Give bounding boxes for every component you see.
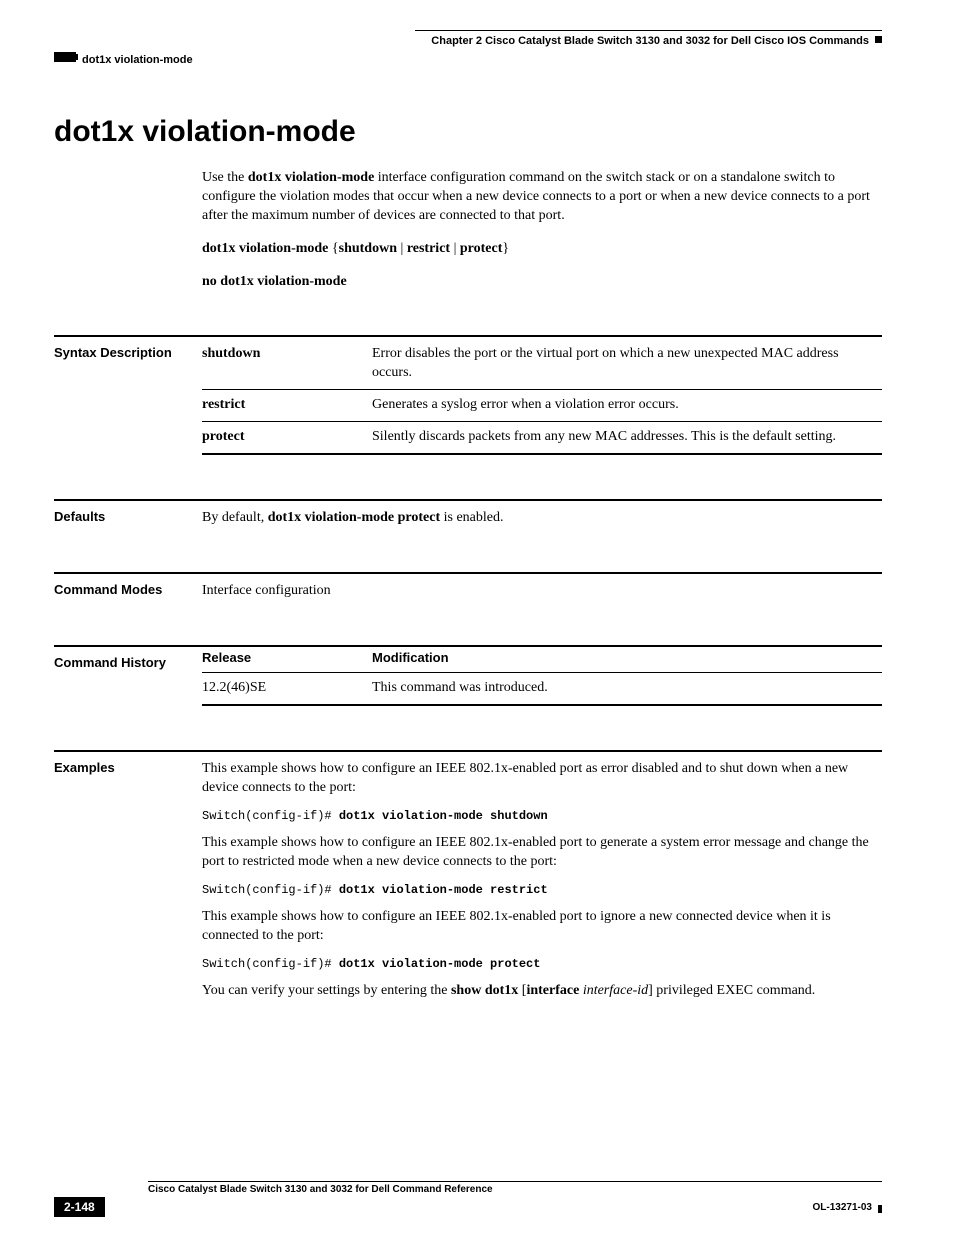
text: is enabled.	[440, 510, 503, 525]
section-label: Syntax Description	[54, 339, 202, 455]
table-row: shutdown Error disables the port or the …	[202, 339, 882, 389]
param-desc: Generates a syslog error when a violatio…	[372, 390, 882, 422]
text: show dot1x	[451, 983, 518, 998]
release-value: 12.2(46)SE	[202, 673, 372, 705]
page-number: 2-148	[54, 1197, 105, 1217]
prompt: Switch(config-if)#	[202, 809, 339, 823]
section-label: Command History	[54, 649, 202, 706]
command-name: dot1x violation-mode	[248, 170, 374, 185]
text: interface-id	[583, 983, 648, 998]
section-body: shutdown Error disables the port or the …	[202, 339, 882, 455]
section-label: Defaults	[54, 503, 202, 528]
text: {	[332, 241, 339, 256]
modification-value: This command was introduced.	[372, 673, 882, 705]
history-table: Release Modification 12.2(46)SE This com…	[202, 649, 882, 706]
text: protect	[460, 241, 503, 256]
col-modification: Modification	[372, 649, 882, 673]
table-row: restrict Generates a syslog error when a…	[202, 390, 882, 422]
header-rule	[415, 30, 882, 31]
example-code: Switch(config-if)# dot1x violation-mode …	[202, 882, 882, 898]
section-label: Command Modes	[54, 576, 202, 601]
section-body: By default, dot1x violation-mode protect…	[202, 503, 882, 528]
prompt: Switch(config-if)#	[202, 883, 339, 897]
syntax-usage-1: dot1x violation-mode {shutdown | restric…	[202, 240, 882, 259]
example-text: This example shows how to configure an I…	[202, 834, 882, 872]
text: interface	[526, 983, 582, 998]
table-row: 12.2(46)SE This command was introduced.	[202, 673, 882, 705]
intro-paragraph: Use the dot1x violation-mode interface c…	[202, 169, 882, 226]
text: |	[450, 241, 460, 256]
text: shutdown	[339, 241, 397, 256]
section-body: Release Modification 12.2(46)SE This com…	[202, 649, 882, 706]
example-text: You can verify your settings by entering…	[202, 982, 882, 1001]
section-examples: Examples This example shows how to confi…	[54, 750, 882, 1011]
breadcrumb: dot1x violation-mode	[82, 54, 193, 66]
table-row: protect Silently discards packets from a…	[202, 422, 882, 454]
text: |	[397, 241, 407, 256]
example-text: This example shows how to configure an I…	[202, 908, 882, 946]
command: dot1x violation-mode protect	[339, 957, 541, 971]
example-text: This example shows how to configure an I…	[202, 760, 882, 798]
section-body: This example shows how to configure an I…	[202, 754, 882, 1011]
content-area: dot1x violation-mode Use the dot1x viola…	[54, 115, 882, 1011]
section-command-modes: Command Modes Interface configuration	[54, 572, 882, 601]
prompt: Switch(config-if)#	[202, 957, 339, 971]
section-defaults: Defaults By default, dot1x violation-mod…	[54, 499, 882, 528]
footer-doc-title: Cisco Catalyst Blade Switch 3130 and 303…	[148, 1184, 493, 1195]
text: dot1x violation-mode	[202, 241, 332, 256]
syntax-usage-2: no dot1x violation-mode	[202, 273, 882, 292]
footer-rule	[148, 1181, 882, 1182]
section-body: Interface configuration	[202, 576, 882, 601]
text: By default,	[202, 510, 268, 525]
document-page: Chapter 2 Cisco Catalyst Blade Switch 31…	[0, 0, 954, 1235]
text: }	[502, 241, 509, 256]
example-code: Switch(config-if)# dot1x violation-mode …	[202, 808, 882, 824]
param-name: protect	[202, 422, 372, 454]
text: You can verify your settings by entering…	[202, 983, 451, 998]
doc-id: OL-13271-03	[813, 1202, 872, 1213]
section-label: Examples	[54, 754, 202, 1011]
text: ] privileged EXEC command.	[648, 983, 815, 998]
section-syntax-description: Syntax Description shutdown Error disabl…	[54, 335, 882, 455]
breadcrumb-marker-inner	[70, 54, 78, 60]
footer-marker	[878, 1205, 882, 1213]
section-command-history: Command History Release Modification 12.…	[54, 645, 882, 706]
param-name: shutdown	[202, 339, 372, 389]
example-code: Switch(config-if)# dot1x violation-mode …	[202, 956, 882, 972]
header-chapter: Chapter 2 Cisco Catalyst Blade Switch 31…	[431, 35, 869, 47]
table-header-row: Release Modification	[202, 649, 882, 673]
param-desc: Error disables the port or the virtual p…	[372, 339, 882, 389]
syntax-table: shutdown Error disables the port or the …	[202, 339, 882, 455]
col-release: Release	[202, 649, 372, 673]
page-title: dot1x violation-mode	[54, 115, 882, 149]
intro-block: Use the dot1x violation-mode interface c…	[202, 169, 882, 291]
text: dot1x violation-mode protect	[268, 510, 440, 525]
command: dot1x violation-mode shutdown	[339, 809, 548, 823]
text: Use the	[202, 170, 248, 185]
header-marker	[875, 36, 882, 43]
text: restrict	[407, 241, 450, 256]
param-desc: Silently discards packets from any new M…	[372, 422, 882, 454]
command: dot1x violation-mode restrict	[339, 883, 548, 897]
param-name: restrict	[202, 390, 372, 422]
